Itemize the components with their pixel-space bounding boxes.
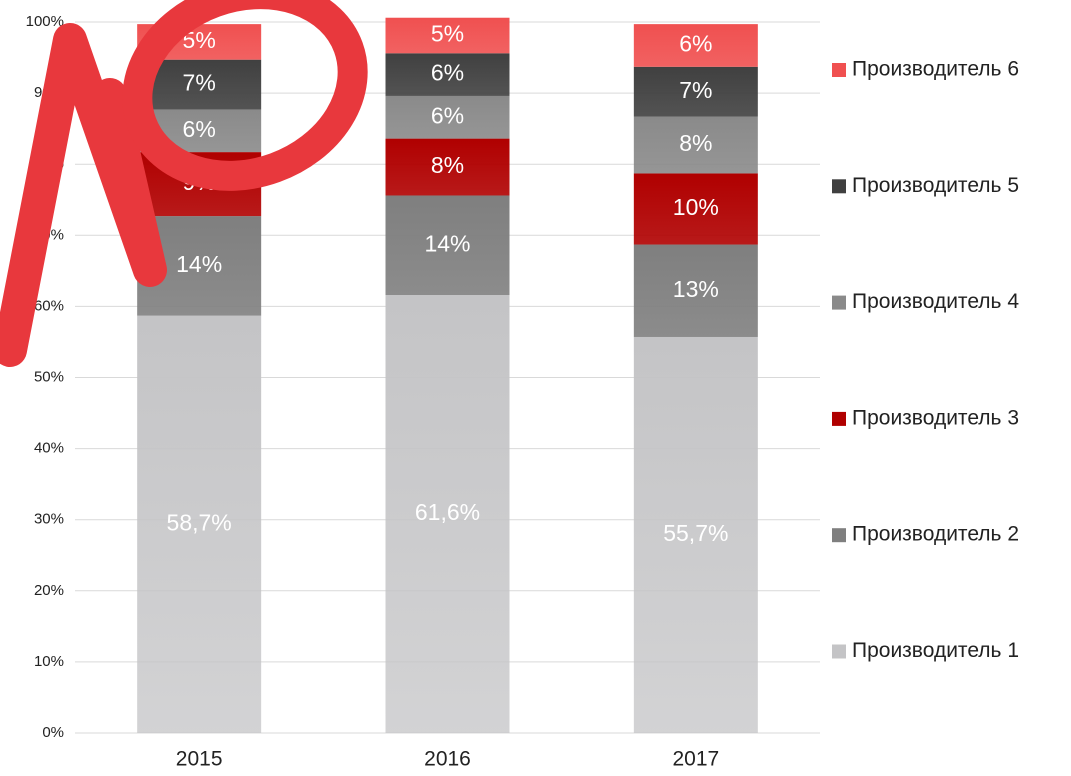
legend-label: Производитель 1 [852,639,1019,662]
y-tick-label: 50% [34,368,64,385]
y-tick-label: 10% [34,653,64,670]
data-label: 10% [673,194,719,220]
legend-label: Производитель 3 [852,406,1019,429]
data-label: 7% [679,77,712,103]
y-tick-label: 30% [34,511,64,528]
data-label: 5% [431,21,464,47]
data-label: 6% [679,31,712,57]
data-label: 6% [431,102,464,128]
legend-label: Производитель 4 [852,290,1019,313]
data-label: 7% [183,70,216,96]
x-tick-label: 2016 [424,748,471,771]
data-label: 55,7% [663,520,728,546]
legend-swatch [832,296,846,310]
data-label: 6% [183,116,216,142]
legend-swatch [832,179,846,193]
y-tick-label: 100% [26,13,64,30]
legend-swatch [832,528,846,542]
legend-swatch [832,412,846,426]
data-label: 8% [431,152,464,178]
legend-swatch [832,645,846,659]
y-tick-label: 60% [34,297,64,314]
legend-label: Производитель 6 [852,58,1019,81]
data-label: 8% [679,130,712,156]
data-label: 13% [673,276,719,302]
data-label: 61,6% [415,499,480,525]
x-tick-label: 2017 [672,748,719,771]
legend-label: Производитель 5 [852,174,1019,197]
y-tick-label: 0% [42,724,64,741]
chart: 0%10%20%30%40%50%60%70%80%90%100%58,7%14… [0,0,1071,776]
y-tick-label: 20% [34,582,64,599]
y-tick-label: 40% [34,440,64,457]
data-label: 6% [431,60,464,86]
data-label: 14% [176,251,222,277]
legend-swatch [832,63,846,77]
legend-label: Производитель 2 [852,523,1019,546]
x-tick-label: 2015 [176,748,223,771]
data-label: 58,7% [167,509,232,535]
data-label: 14% [424,230,470,256]
